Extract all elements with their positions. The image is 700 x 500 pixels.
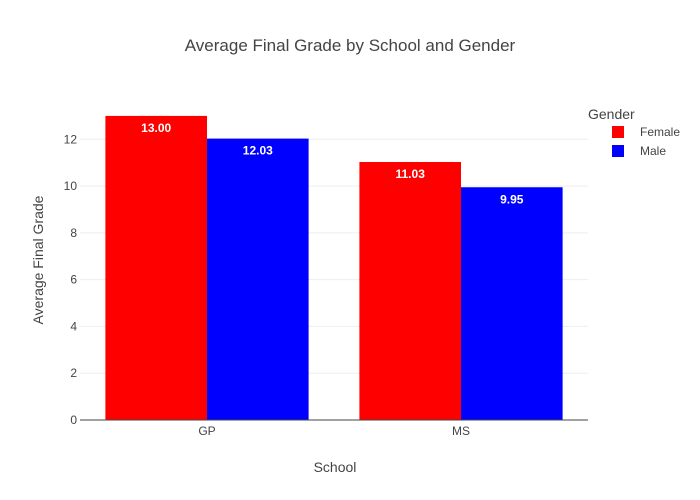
x-axis-title: School: [314, 459, 357, 475]
bars: 13.00 12.03 11.03 9.95: [105, 115, 563, 421]
bar-male-gp: [207, 138, 309, 420]
bar-value-label: 9.95: [500, 192, 524, 206]
bar-male-ms: [461, 187, 563, 420]
legend-label-female[interactable]: Female: [640, 125, 680, 139]
x-axis-ticks: GP MS: [198, 424, 470, 438]
y-tick-label: 0: [70, 413, 77, 427]
bar-value-label: 11.03: [396, 167, 426, 181]
bar-female-gp: [105, 115, 207, 420]
y-tick-label: 2: [70, 366, 77, 380]
chart-title: Average Final Grade by School and Gender: [185, 36, 516, 55]
legend-title: Gender: [588, 106, 635, 122]
y-tick-label: 6: [70, 273, 77, 287]
bar-female-ms: [359, 161, 461, 421]
legend-swatch-female[interactable]: [612, 126, 624, 138]
legend: Gender Female Male: [588, 106, 680, 158]
y-axis-ticks: 0 2 4 6 8 10 12: [64, 132, 78, 427]
x-tick-label: GP: [198, 424, 215, 438]
y-tick-label: 10: [64, 179, 78, 193]
bar-value-label: 12.03: [243, 144, 273, 158]
legend-swatch-male[interactable]: [612, 145, 624, 157]
legend-label-male[interactable]: Male: [640, 144, 666, 158]
y-tick-label: 12: [64, 132, 78, 146]
x-tick-label: MS: [452, 424, 470, 438]
y-tick-label: 4: [70, 319, 77, 333]
bar-value-label: 13.00: [141, 121, 171, 135]
y-axis-title: Average Final Grade: [30, 195, 46, 324]
y-tick-label: 8: [70, 226, 77, 240]
